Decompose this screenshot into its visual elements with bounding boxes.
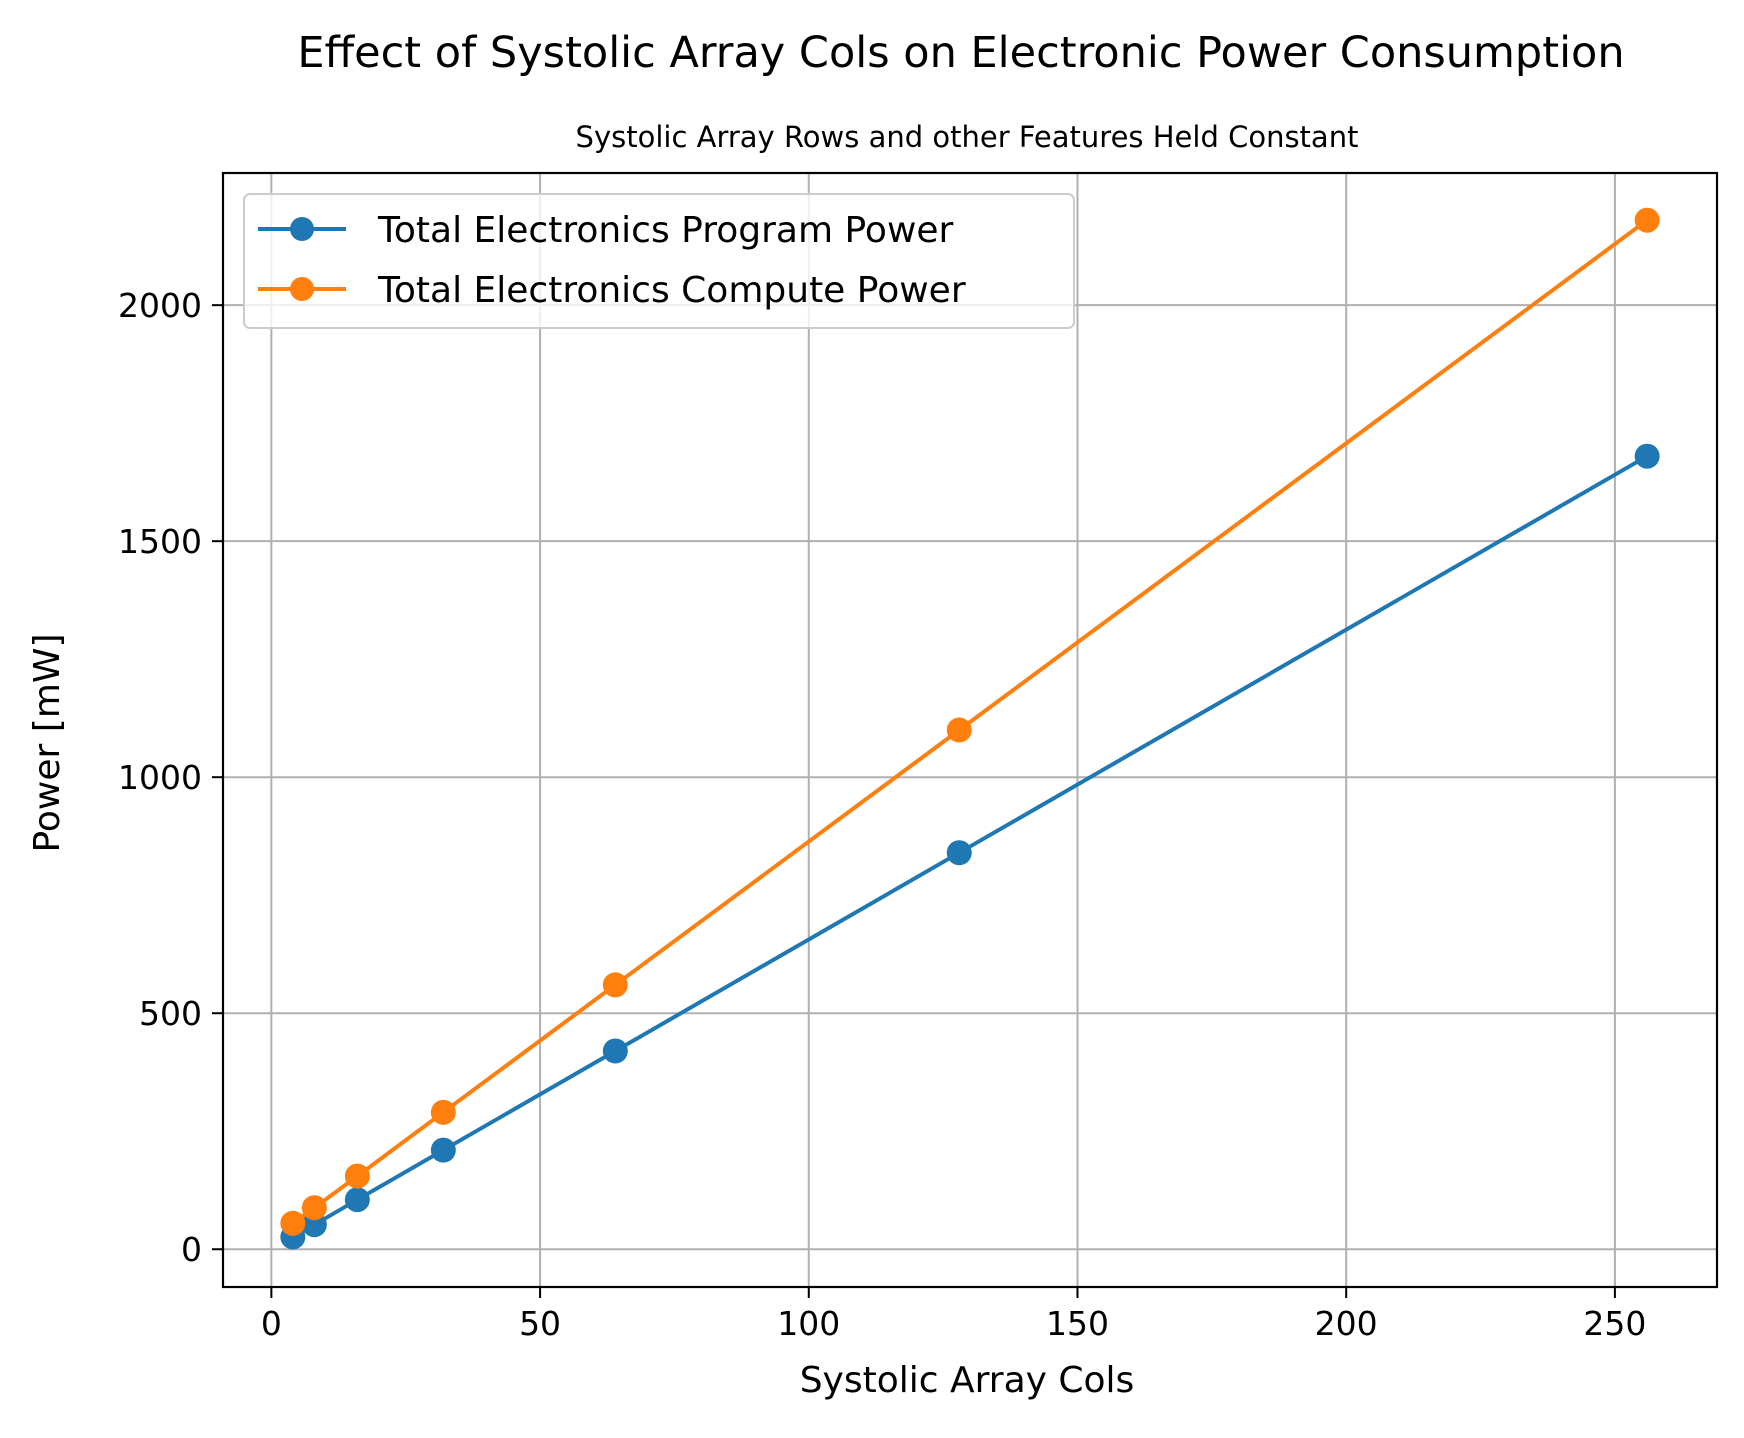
legend: Total Electronics Program Power Total El… xyxy=(243,193,1075,329)
y-tick-label: 1500 xyxy=(118,522,202,561)
y-tick-label: 500 xyxy=(139,994,202,1033)
data-point-series-1 xyxy=(301,1195,327,1221)
axes xyxy=(221,171,1719,1289)
data-point-series-1 xyxy=(946,717,972,743)
data-point-series-0 xyxy=(946,840,972,866)
data-point-series-1 xyxy=(430,1099,456,1125)
chart-subtitle: Systolic Array Rows and other Features H… xyxy=(576,120,1359,154)
data-point-series-1 xyxy=(280,1210,306,1236)
legend-marker-program xyxy=(290,217,314,241)
data-point-series-0 xyxy=(344,1187,370,1213)
legend-label-program: Total Electronics Program Power xyxy=(377,210,954,251)
x-tick-label: 50 xyxy=(519,1304,561,1343)
legend-marker-compute xyxy=(290,277,314,301)
plot-frame xyxy=(221,171,1719,1289)
data-point-series-1 xyxy=(344,1163,370,1189)
tick-marks: 0 50 100 150 200 250 0 500 1000 1500 2000 xyxy=(118,286,1646,1343)
chart-title: Effect of Systolic Array Cols on Electro… xyxy=(297,28,1624,78)
x-tick-label: 250 xyxy=(1583,1304,1646,1343)
y-tick-label: 0 xyxy=(181,1230,202,1269)
data-point-series-1 xyxy=(602,972,628,998)
x-tick-label: 200 xyxy=(1315,1304,1378,1343)
data-point-series-1 xyxy=(1634,207,1660,233)
data-point-series-0 xyxy=(1634,443,1660,469)
y-tick-label: 1000 xyxy=(118,758,202,797)
x-tick-label: 100 xyxy=(777,1304,840,1343)
y-axis-label: Power [mW] xyxy=(27,633,68,852)
data-series xyxy=(280,207,1660,1250)
legend-box xyxy=(243,193,1075,329)
legend-label-compute: Total Electronics Compute Power xyxy=(377,270,966,311)
y-tick-label: 2000 xyxy=(118,286,202,325)
data-point-series-0 xyxy=(430,1137,456,1163)
x-tick-label: 0 xyxy=(261,1304,282,1343)
x-axis-label: Systolic Array Cols xyxy=(800,1360,1135,1401)
data-point-series-0 xyxy=(602,1038,628,1064)
x-tick-label: 150 xyxy=(1046,1304,1109,1343)
